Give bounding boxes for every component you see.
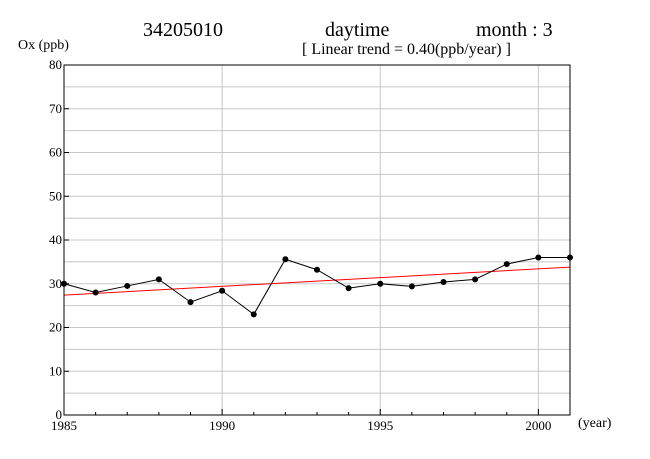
data-point [155, 276, 162, 283]
x-tick-label: 2000 [525, 418, 551, 433]
y-axis-label: Ox (ppb) [18, 38, 69, 53]
grid [64, 65, 570, 415]
data-point [219, 287, 226, 294]
y-tick-label: 60 [49, 145, 62, 160]
data-point [472, 276, 479, 283]
y-tick-label: 20 [49, 320, 62, 335]
month-label: month : 3 [476, 19, 553, 41]
period-label: daytime [325, 19, 390, 41]
y-tick-label: 70 [49, 101, 62, 116]
station-code: 34205010 [143, 19, 223, 41]
data-point [250, 311, 257, 318]
series-layer [61, 254, 573, 318]
axes: 0 10 20 30 40 50 60 70 80 1985 1990 1995 2000 [49, 57, 571, 433]
y-tick-label: 40 [49, 232, 62, 247]
x-axis-label: (year) [578, 416, 612, 431]
data-point [408, 283, 415, 290]
y-tick-label: 10 [49, 363, 62, 378]
trend-line [63, 266, 571, 296]
data-point [314, 266, 320, 273]
data-point [535, 254, 542, 261]
y-tick-label: 0 [56, 407, 63, 422]
data-point [440, 279, 447, 285]
data-point [124, 282, 131, 289]
data-point [92, 289, 99, 296]
data-point [377, 280, 384, 287]
trend-line-layer [63, 266, 571, 296]
data-point [503, 261, 510, 268]
x-tick-label: 1985 [51, 418, 77, 433]
data-point [345, 285, 352, 292]
y-tick-label: 80 [49, 57, 62, 72]
x-tick-label: 1990 [209, 418, 235, 433]
data-point [187, 299, 194, 306]
x-tick-label: 1995 [367, 418, 393, 433]
data-point [282, 256, 289, 263]
trend-annotation: [ Linear trend = 0.40(ppb/year) ] [302, 41, 511, 58]
y-tick-label: 30 [49, 276, 62, 291]
y-tick-label: 50 [49, 188, 62, 203]
